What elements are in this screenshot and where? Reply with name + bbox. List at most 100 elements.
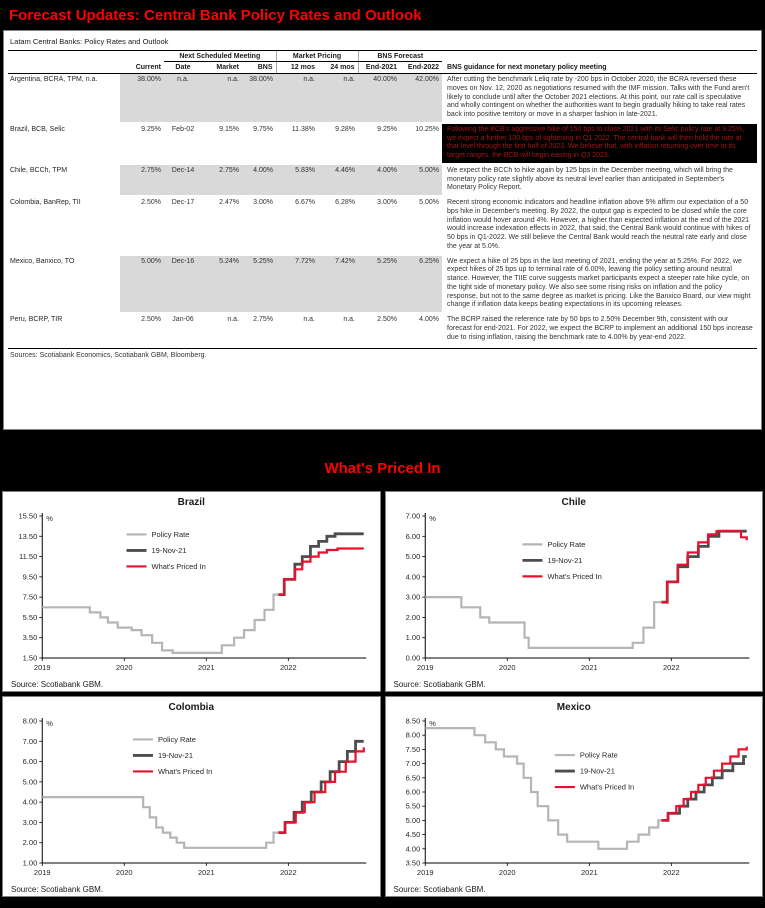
cell-guidance: After cutting the benchmark Leliq rate b… <box>447 76 750 118</box>
svg-text:8.00: 8.00 <box>23 717 38 726</box>
cell-12mos: 7.72% <box>276 254 319 313</box>
svg-text:5.50: 5.50 <box>23 613 38 622</box>
svg-text:9.50: 9.50 <box>23 572 38 581</box>
cell-end2021: 3.00% <box>377 199 398 206</box>
cell-guidance: We expect the BCCh to hike again by 125 … <box>447 166 733 192</box>
svg-text:15.50: 15.50 <box>18 512 37 521</box>
cell-end2021: 2.50% <box>377 316 398 323</box>
svg-text:What's Priced In: What's Priced In <box>151 562 205 571</box>
svg-text:%: % <box>46 514 53 523</box>
svg-text:5.00: 5.00 <box>405 552 420 561</box>
svg-text:2020: 2020 <box>116 663 133 672</box>
svg-text:0.00: 0.00 <box>405 654 420 663</box>
cell-current: 2.75% <box>120 163 164 196</box>
svg-text:4.00: 4.00 <box>405 572 420 581</box>
priced-in-title: What's Priced In <box>324 460 441 477</box>
chart-plot: 3.50 4.00 4.50 5.00 5.50 6.00 6.50 7.00 7.50 8.00… <box>390 714 759 885</box>
cell-24mos: 9.28% <box>335 125 356 133</box>
cell-meeting-date: Dec-16 <box>164 254 202 313</box>
table-title: Latam Central Banks: Policy Rates and Ou… <box>8 35 757 51</box>
col-current: Current <box>120 61 164 74</box>
table-group-header-row: Next Scheduled Meeting Market Pricing BN… <box>8 51 757 62</box>
chart-panel-colombia: Colombia 1.00 2.00 3.00 4.00 5.00 6.00 7.00 8.0… <box>2 696 381 897</box>
cell-meeting-date: Dec-17 <box>171 199 195 206</box>
chart-panel-chile: Chile 0.00 1.00 2.00 3.00 4.00 5.00 6.00 7.00% 2… <box>384 491 763 692</box>
svg-text:3.00: 3.00 <box>23 818 38 827</box>
svg-text:5.50: 5.50 <box>405 802 420 811</box>
series-policy-rate <box>424 727 661 850</box>
svg-text:2019: 2019 <box>34 868 51 877</box>
row-bank-name: Brazil, BCB, Selic <box>10 125 65 133</box>
svg-text:Policy Rate: Policy Rate <box>579 751 617 760</box>
chart-panel-mexico: Mexico 3.50 4.00 4.50 5.00 5.50 6.00 6.50 7.00 7… <box>384 696 763 897</box>
cell-12mos: n.a. <box>303 316 316 323</box>
svg-text:3.50: 3.50 <box>405 859 420 868</box>
cell-24mos: 7.42% <box>318 254 359 313</box>
table-row: Chile, BCCh, TPM 2.75% Dec-14 2.75% 4.00% 5.8… <box>8 163 757 196</box>
svg-text:2.00: 2.00 <box>405 613 420 622</box>
svg-text:2021: 2021 <box>580 868 597 877</box>
svg-text:What's Priced In: What's Priced In <box>158 767 212 776</box>
row-bank-name: Colombia, BanRep, TII <box>10 199 81 206</box>
svg-text:%: % <box>46 719 53 728</box>
row-bank-name: Argentina, BCRA, TPM, n.a. <box>10 76 98 83</box>
svg-text:5.00: 5.00 <box>405 816 420 825</box>
svg-text:8.00: 8.00 <box>405 731 420 740</box>
series-what-s-priced-in <box>278 547 364 596</box>
svg-text:7.50: 7.50 <box>23 593 38 602</box>
cell-meeting-bns: 3.00% <box>253 199 274 206</box>
series-policy-rate <box>42 593 279 654</box>
cell-end2022: 42.00% <box>400 73 443 123</box>
col-guidance: BNS guidance for next monetary policy me… <box>442 61 757 74</box>
svg-text:3.00: 3.00 <box>405 593 420 602</box>
cell-meeting-bns: 4.00% <box>242 163 277 196</box>
series-what-s-priced-in <box>660 746 748 822</box>
svg-text:6.50: 6.50 <box>405 773 420 782</box>
cell-meeting-date: Jan-06 <box>172 316 194 323</box>
cell-meeting-date: Feb-02 <box>171 125 195 133</box>
group-market-pricing: Market Pricing <box>275 51 359 62</box>
chart-source: Source: Scotiabank GBM. <box>393 680 486 689</box>
cell-meeting-bns: 38.00% <box>242 73 277 123</box>
series-policy-rate <box>42 796 279 849</box>
col-12mos: 12 mos <box>275 61 319 74</box>
page-title: Forecast Updates: Central Bank Policy Ra… <box>9 7 422 24</box>
cell-meeting-market: 2.47% <box>219 199 239 206</box>
series-19-nov-21 <box>278 739 364 834</box>
svg-text:1.50: 1.50 <box>23 654 38 663</box>
svg-text:2022: 2022 <box>662 868 679 877</box>
chart-title: Colombia <box>168 702 215 713</box>
svg-text:What's Priced In: What's Priced In <box>547 572 601 581</box>
svg-text:19-Nov-21: 19-Nov-21 <box>158 751 193 760</box>
svg-text:Policy Rate: Policy Rate <box>151 530 189 539</box>
chart-plot: 0.00 1.00 2.00 3.00 4.00 5.00 6.00 7.00% 2019 202… <box>390 509 759 680</box>
svg-text:What's Priced In: What's Priced In <box>579 783 633 792</box>
col-bns: BNS <box>242 61 277 74</box>
svg-text:%: % <box>429 514 436 523</box>
svg-text:2019: 2019 <box>416 663 433 672</box>
svg-text:2019: 2019 <box>34 663 51 672</box>
col-end2021: End-2021 <box>357 61 401 74</box>
svg-text:6.00: 6.00 <box>23 757 38 766</box>
svg-text:2020: 2020 <box>498 663 515 672</box>
row-bank-name: Chile, BCCh, TPM <box>10 166 68 174</box>
cell-end2021: 5.25% <box>358 254 401 313</box>
table-row: Peru, BCRP, TIR 2.50% Jan-06 n.a. 2.75% n.a. n… <box>8 313 757 346</box>
series-19-nov-21 <box>278 532 364 596</box>
cell-24mos: 6.28% <box>335 199 356 206</box>
svg-text:6.00: 6.00 <box>405 532 420 541</box>
cell-guidance: Following the BCB's aggressive hike of 1… <box>442 122 757 164</box>
svg-text:Policy Rate: Policy Rate <box>158 735 196 744</box>
cell-meeting-market: n.a. <box>227 316 239 323</box>
chart-svg: 3.50 4.00 4.50 5.00 5.50 6.00 6.50 7.00 7.50 8.00… <box>405 717 749 877</box>
cell-current: 2.50% <box>141 316 161 323</box>
col-market: Market <box>202 61 242 74</box>
cell-end2022: 5.00% <box>419 199 440 206</box>
svg-text:6.00: 6.00 <box>405 788 420 797</box>
cell-current: 38.00% <box>120 73 164 123</box>
svg-text:8.50: 8.50 <box>405 717 420 726</box>
series-what-s-priced-in <box>278 747 365 834</box>
col-end2022: End-2022 <box>400 61 443 74</box>
svg-text:2020: 2020 <box>116 868 133 877</box>
row-bank-name: Peru, BCRP, TIR <box>10 316 63 323</box>
